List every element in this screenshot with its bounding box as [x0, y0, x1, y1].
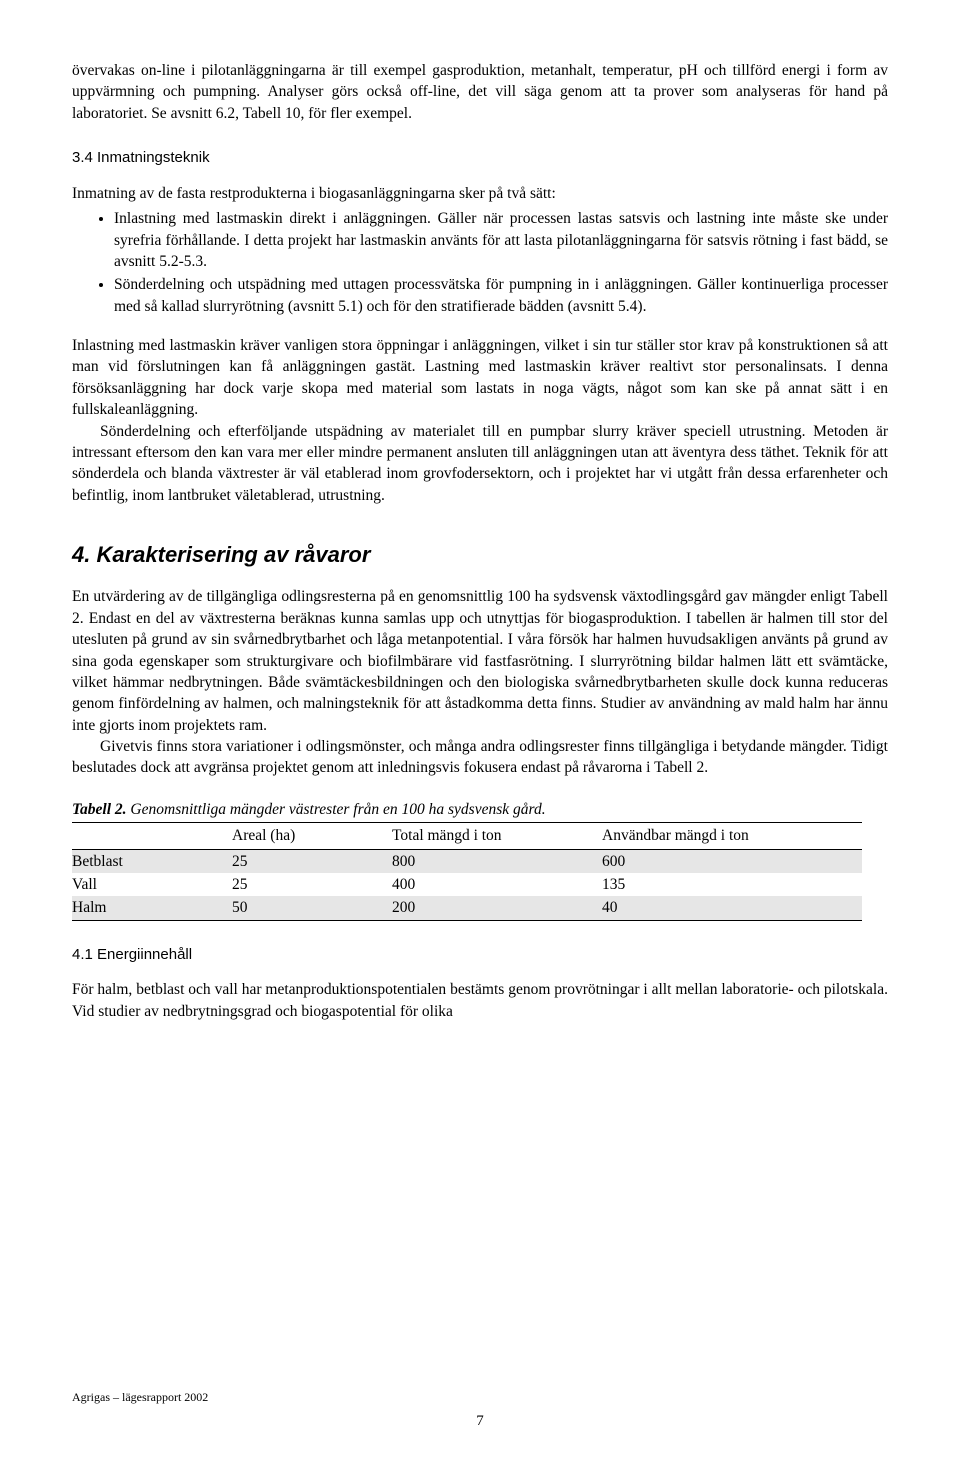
heading-4: 4. Karakterisering av råvaror	[72, 540, 888, 570]
sec34-bullet-list: Inlastning med lastmaskin direkt i anläg…	[72, 208, 888, 317]
table-cell: Betblast	[72, 849, 232, 873]
list-item: Inlastning med lastmaskin direkt i anläg…	[114, 208, 888, 272]
table-cell: 400	[392, 873, 602, 896]
table-cell: 200	[392, 896, 602, 920]
intro-paragraph: övervakas on-line i pilotanläggningarna …	[72, 60, 888, 124]
sec34-paragraph-2: Inlastning med lastmaskin kräver vanlige…	[72, 335, 888, 421]
table-2: Areal (ha) Total mängd i ton Användbar m…	[72, 822, 862, 921]
table-cell: Vall	[72, 873, 232, 896]
table-cell: 600	[602, 849, 862, 873]
table-header-row: Areal (ha) Total mängd i ton Användbar m…	[72, 823, 862, 849]
table-header-cell: Areal (ha)	[232, 823, 392, 849]
subheading-3-4: 3.4 Inmatningsteknik	[72, 148, 888, 169]
table-row: Halm 50 200 40	[72, 896, 862, 920]
table-cell: 135	[602, 873, 862, 896]
table-header-cell: Total mängd i ton	[392, 823, 602, 849]
table-cell: 25	[232, 849, 392, 873]
table2-caption-rest: Genomsnittliga mängder västrester från e…	[127, 801, 546, 818]
table-row: Betblast 25 800 600	[72, 849, 862, 873]
sec4-paragraph-2: Givetvis finns stora variationer i odlin…	[72, 736, 888, 779]
list-item: Sönderdelning och utspädning med uttagen…	[114, 274, 888, 317]
page-footer: Agrigas – lägesrapport 2002 7	[72, 1389, 888, 1432]
table-cell: 800	[392, 849, 602, 873]
sec41-paragraph-1: För halm, betblast och vall har metanpro…	[72, 979, 888, 1022]
table-cell: 50	[232, 896, 392, 920]
table-header-cell: Användbar mängd i ton	[602, 823, 862, 849]
page-number: 7	[72, 1411, 888, 1432]
sec34-lead: Inmatning av de fasta restprodukterna i …	[72, 183, 888, 204]
table-cell: 25	[232, 873, 392, 896]
table-row: Vall 25 400 135	[72, 873, 862, 896]
sec4-paragraph-1: En utvärdering av de tillgängliga odling…	[72, 586, 888, 736]
table2-caption: Tabell 2. Genomsnittliga mängder västres…	[72, 799, 888, 820]
footer-left: Agrigas – lägesrapport 2002	[72, 1389, 208, 1406]
table2-caption-lead: Tabell 2.	[72, 801, 127, 818]
table-cell: Halm	[72, 896, 232, 920]
subheading-4-1: 4.1 Energiinnehåll	[72, 945, 888, 966]
sec34-paragraph-3: Sönderdelning och efterföljande utspädni…	[72, 421, 888, 507]
table-header-cell	[72, 823, 232, 849]
table-cell: 40	[602, 896, 862, 920]
